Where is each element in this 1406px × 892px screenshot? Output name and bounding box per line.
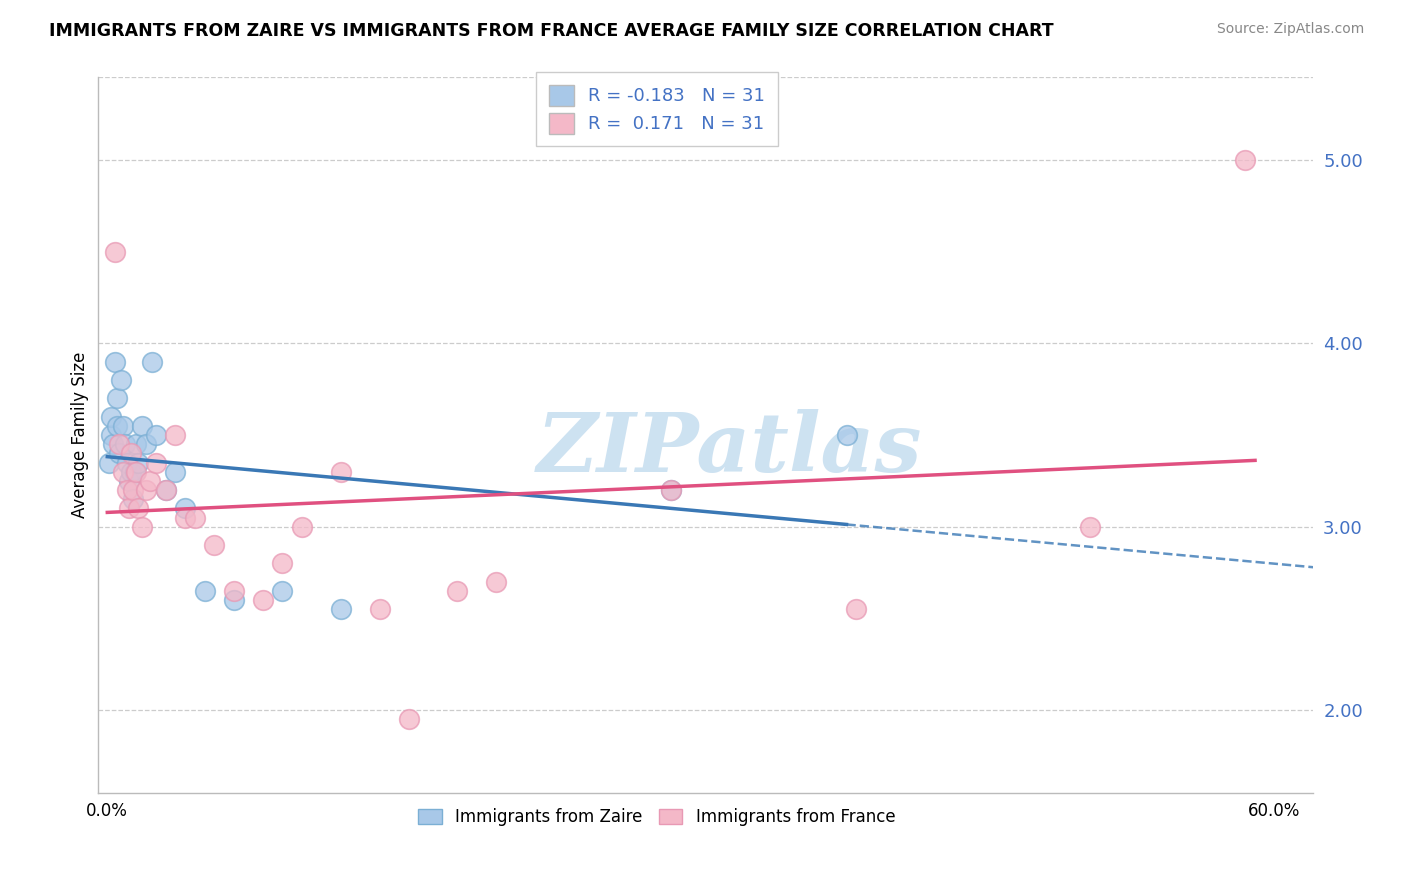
- Point: [165, 465, 187, 479]
- Point: [661, 483, 683, 497]
- Point: [98, 456, 121, 470]
- Point: [127, 501, 149, 516]
- Point: [105, 418, 128, 433]
- Point: [845, 602, 868, 616]
- Y-axis label: Average Family Size: Average Family Size: [72, 351, 89, 518]
- Point: [124, 465, 146, 479]
- Point: [835, 428, 858, 442]
- Point: [193, 583, 215, 598]
- Point: [115, 483, 138, 497]
- Point: [291, 520, 314, 534]
- Point: [120, 465, 142, 479]
- Point: [174, 510, 197, 524]
- Point: [1234, 153, 1257, 167]
- Text: Source: ZipAtlas.com: Source: ZipAtlas.com: [1216, 22, 1364, 37]
- Point: [125, 437, 148, 451]
- Point: [118, 501, 141, 516]
- Point: [155, 483, 177, 497]
- Point: [145, 456, 167, 470]
- Point: [104, 354, 127, 368]
- Point: [155, 483, 177, 497]
- Point: [222, 583, 245, 598]
- Point: [135, 437, 157, 451]
- Point: [141, 354, 163, 368]
- Point: [110, 373, 132, 387]
- Point: [114, 437, 136, 451]
- Point: [252, 593, 274, 607]
- Point: [101, 437, 124, 451]
- Point: [222, 593, 245, 607]
- Point: [100, 428, 122, 442]
- Point: [127, 456, 149, 470]
- Point: [661, 483, 683, 497]
- Text: ZIPatlas: ZIPatlas: [537, 409, 922, 490]
- Point: [271, 583, 294, 598]
- Point: [105, 392, 128, 406]
- Point: [329, 602, 352, 616]
- Point: [111, 465, 134, 479]
- Point: [104, 244, 127, 259]
- Text: IMMIGRANTS FROM ZAIRE VS IMMIGRANTS FROM FRANCE AVERAGE FAMILY SIZE CORRELATION : IMMIGRANTS FROM ZAIRE VS IMMIGRANTS FROM…: [49, 22, 1054, 40]
- Point: [108, 446, 131, 460]
- Point: [111, 418, 134, 433]
- Point: [121, 483, 143, 497]
- Point: [398, 712, 420, 726]
- Point: [271, 557, 294, 571]
- Point: [100, 409, 122, 424]
- Point: [135, 483, 157, 497]
- Point: [108, 437, 131, 451]
- Point: [115, 456, 138, 470]
- Point: [165, 428, 187, 442]
- Point: [125, 465, 148, 479]
- Point: [485, 574, 508, 589]
- Point: [120, 446, 142, 460]
- Point: [139, 474, 162, 488]
- Point: [368, 602, 391, 616]
- Point: [446, 583, 468, 598]
- Point: [184, 510, 207, 524]
- Point: [118, 474, 141, 488]
- Point: [174, 501, 197, 516]
- Point: [145, 428, 167, 442]
- Point: [131, 418, 153, 433]
- Point: [121, 492, 143, 507]
- Legend: Immigrants from Zaire, Immigrants from France: Immigrants from Zaire, Immigrants from F…: [411, 800, 904, 834]
- Point: [1078, 520, 1101, 534]
- Point: [131, 520, 153, 534]
- Point: [202, 538, 225, 552]
- Point: [329, 465, 352, 479]
